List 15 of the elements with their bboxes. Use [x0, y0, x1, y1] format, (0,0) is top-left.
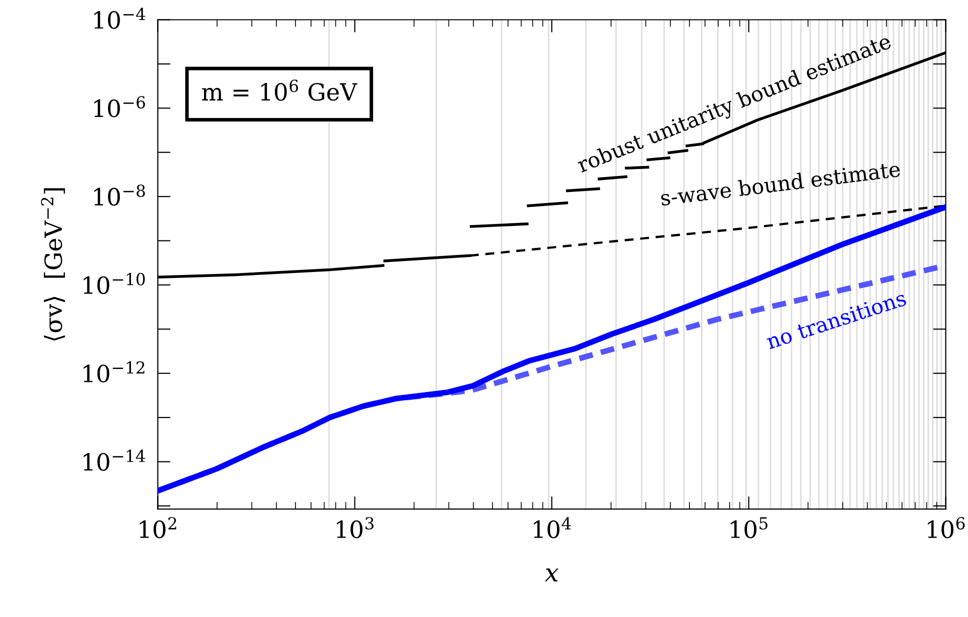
annotation: m = 10$^{6}$ GeV: [202, 80, 358, 101]
y-tick-label: 10$^{−4}$: [94, 8, 146, 29]
y-tick-label: 10$^{−12}$: [84, 361, 144, 382]
x-tick-label: 10$^{3}$: [336, 517, 374, 538]
x-tick-label: 10$^{2}$: [140, 517, 176, 538]
x-tick-label: 10$^{4}$: [534, 517, 571, 538]
y-tick-label: 10$^{−10}$: [84, 272, 145, 294]
y-axis-title: ⟨σv⟩ [GeV$^{−2}$]: [40, 188, 65, 341]
y-tick-label: 10$^{−14}$: [84, 450, 146, 471]
y-tick-label: 10$^{−8}$: [94, 184, 145, 206]
annotation: s-wave bound estimate: [660, 160, 900, 206]
x-tick-label: 10$^{5}$: [730, 517, 768, 538]
x-axis-title: x: [544, 568, 558, 582]
x-tick-label: 10$^{6}$: [928, 517, 965, 538]
y-tick-label: 10$^{−6}$: [94, 96, 146, 118]
